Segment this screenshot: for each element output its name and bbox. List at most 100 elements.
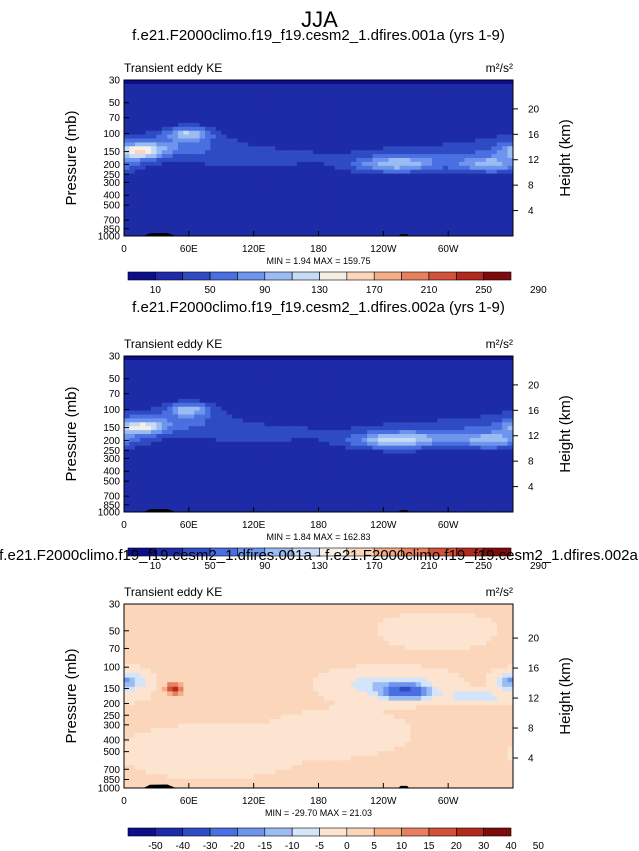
field-cell	[291, 126, 298, 132]
field-cell	[291, 410, 298, 416]
field-cell	[415, 134, 422, 140]
field-cell	[372, 430, 379, 435]
field-cell	[151, 496, 158, 501]
field-cell	[340, 154, 347, 159]
field-cell	[253, 173, 260, 179]
field-cell	[383, 161, 390, 167]
field-cell	[345, 200, 352, 206]
field-cell	[253, 469, 260, 474]
field-cell	[199, 126, 206, 132]
field-cell	[178, 414, 185, 419]
field-cell	[140, 402, 147, 408]
field-cell	[199, 414, 206, 419]
field-cell	[302, 453, 309, 458]
field-cell	[307, 469, 314, 474]
field-cell	[367, 142, 374, 147]
field-cell	[399, 103, 406, 108]
field-cell	[464, 177, 471, 182]
field-cell	[226, 453, 233, 458]
field-cell	[404, 91, 411, 97]
field-cell	[194, 484, 201, 490]
field-cell	[313, 422, 320, 427]
field-cell	[280, 165, 287, 171]
field-cell	[183, 107, 190, 112]
field-cell	[194, 165, 201, 171]
field-cell	[151, 461, 158, 466]
field-cell	[161, 200, 168, 206]
field-cell	[232, 95, 239, 101]
field-cell	[275, 185, 282, 190]
field-cell	[345, 410, 352, 416]
field-cell	[345, 500, 352, 505]
field-cell	[259, 469, 266, 474]
field-cell	[194, 220, 201, 225]
field-cell	[145, 111, 152, 116]
field-cell	[210, 406, 217, 412]
field-cell	[394, 457, 401, 462]
field-cell	[350, 185, 357, 190]
field-cell	[350, 107, 357, 112]
field-cell	[323, 146, 330, 151]
field-cell	[464, 99, 471, 104]
field-cell	[345, 80, 352, 85]
field-cell	[140, 146, 147, 151]
field-cell	[232, 445, 239, 451]
field-cell	[431, 200, 438, 206]
field-cell	[269, 418, 276, 423]
field-cell	[394, 142, 401, 147]
field-cell	[232, 356, 239, 361]
field-cell	[226, 224, 233, 229]
field-cell	[426, 91, 433, 97]
field-cell	[307, 103, 314, 108]
field-cell	[178, 363, 185, 369]
field-cell	[237, 437, 244, 443]
field-cell	[448, 185, 455, 190]
field-cell	[350, 189, 357, 194]
field-cell	[323, 91, 330, 97]
field-cell	[491, 216, 498, 221]
field-cell	[167, 484, 174, 490]
field-cell	[372, 232, 379, 236]
field-cell	[205, 103, 212, 108]
field-cell	[172, 465, 179, 470]
field-cell	[253, 371, 260, 377]
field-cell	[367, 216, 374, 221]
field-cell	[178, 379, 185, 384]
field-cell	[275, 480, 282, 486]
field-cell	[226, 197, 233, 202]
field-cell	[178, 193, 185, 198]
field-cell	[286, 418, 293, 423]
field-cell	[296, 169, 303, 175]
field-cell	[302, 410, 309, 416]
field-cell	[399, 154, 406, 159]
field-cell	[134, 504, 141, 509]
field-cell	[318, 119, 325, 124]
field-cell	[221, 496, 228, 501]
field-cell	[156, 367, 163, 373]
field-cell	[323, 193, 330, 198]
field-cell	[307, 402, 314, 408]
field-cell	[296, 379, 303, 384]
field-cell	[502, 119, 509, 124]
field-cell	[161, 402, 168, 408]
field-cell	[264, 426, 271, 431]
field-cell	[415, 111, 422, 116]
field-cell	[151, 402, 158, 408]
field-cell	[340, 469, 347, 474]
field-cell	[151, 169, 158, 175]
field-cell	[172, 220, 179, 225]
field-cell	[205, 220, 212, 225]
field-cell	[372, 154, 379, 159]
field-cell	[194, 189, 201, 194]
field-cell	[248, 204, 255, 210]
field-cell	[215, 367, 222, 373]
field-cell	[124, 398, 130, 404]
field-cell	[259, 488, 266, 494]
field-cell	[383, 363, 390, 369]
field-cell	[264, 161, 271, 167]
field-cell	[296, 469, 303, 474]
field-cell	[199, 484, 206, 490]
field-cell	[318, 504, 325, 509]
field-cell	[334, 363, 341, 369]
field-cell	[302, 154, 309, 159]
